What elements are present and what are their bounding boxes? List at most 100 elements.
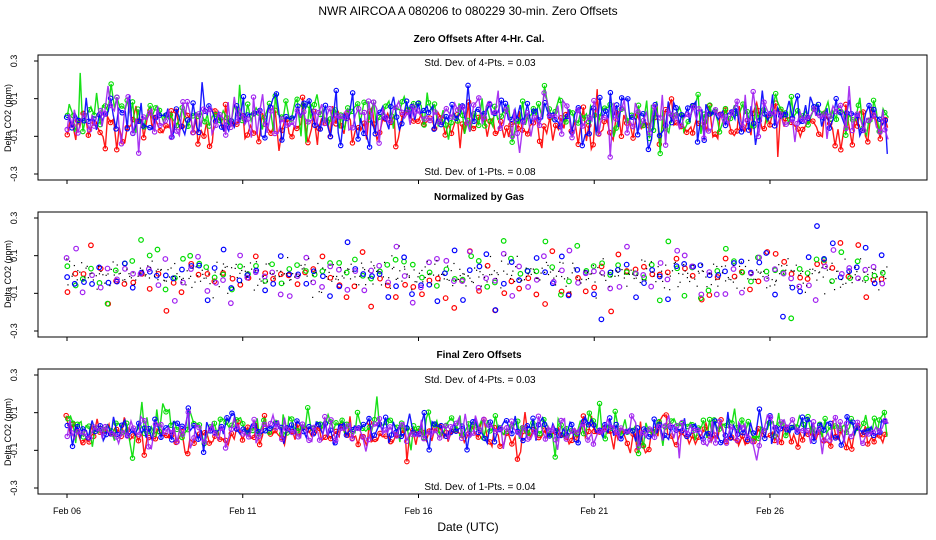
data-point bbox=[92, 424, 98, 430]
data-point bbox=[566, 247, 573, 254]
normalized-point bbox=[207, 269, 209, 271]
normalized-point bbox=[364, 268, 366, 271]
data-point bbox=[862, 266, 869, 273]
normalized-point bbox=[249, 262, 252, 264]
data-point bbox=[533, 276, 540, 283]
panel-1-x-ticks bbox=[66, 180, 771, 184]
normalized-point bbox=[594, 281, 596, 283]
data-point bbox=[301, 100, 307, 106]
data-point bbox=[217, 416, 224, 423]
data-point bbox=[656, 132, 663, 139]
data-point bbox=[153, 272, 160, 279]
normalized-point bbox=[789, 284, 791, 286]
normalized-point bbox=[811, 273, 813, 275]
normalized-point bbox=[170, 267, 172, 269]
normalized-point bbox=[100, 270, 102, 273]
y-tick-label: -0.1 bbox=[9, 129, 19, 145]
normalized-point bbox=[878, 289, 880, 291]
data-point bbox=[261, 273, 268, 280]
normalized-point bbox=[222, 263, 225, 265]
data-point bbox=[481, 416, 487, 423]
normalized-point bbox=[702, 270, 705, 273]
normalized-point bbox=[655, 281, 657, 283]
data-point bbox=[277, 291, 284, 298]
normalized-point bbox=[612, 270, 614, 272]
data-point bbox=[443, 257, 450, 264]
normalized-point bbox=[574, 269, 577, 271]
normalized-point bbox=[617, 275, 620, 277]
normalized-point bbox=[132, 272, 134, 274]
data-point bbox=[426, 259, 432, 266]
data-point bbox=[442, 295, 449, 302]
normalized-point bbox=[632, 273, 634, 275]
normalized-point bbox=[292, 273, 294, 275]
normalized-point bbox=[504, 254, 507, 256]
data-point bbox=[550, 278, 557, 285]
data-point bbox=[384, 282, 391, 289]
normalized-point bbox=[149, 267, 151, 269]
normalized-point bbox=[469, 277, 471, 279]
data-point bbox=[470, 430, 477, 436]
data-point bbox=[256, 108, 263, 115]
normalized-point bbox=[603, 275, 605, 277]
data-point bbox=[761, 125, 768, 132]
data-point bbox=[272, 130, 278, 137]
data-point bbox=[492, 428, 499, 435]
normalized-point bbox=[644, 260, 646, 262]
data-point bbox=[245, 434, 252, 440]
data-point bbox=[443, 113, 449, 120]
normalized-point bbox=[286, 273, 288, 275]
normalized-point bbox=[212, 280, 215, 282]
data-point bbox=[431, 101, 438, 107]
data-point bbox=[174, 439, 180, 445]
normalized-point bbox=[635, 277, 637, 279]
normalized-point bbox=[496, 272, 498, 274]
normalized-point bbox=[339, 266, 342, 269]
data-point bbox=[755, 278, 762, 285]
data-point bbox=[332, 437, 339, 444]
data-point bbox=[756, 259, 763, 266]
normalized-point bbox=[341, 275, 343, 277]
data-point bbox=[351, 256, 358, 263]
data-point bbox=[601, 426, 608, 433]
data-point bbox=[564, 103, 570, 109]
normalized-point bbox=[845, 282, 847, 284]
data-point bbox=[337, 113, 344, 119]
data-point bbox=[748, 270, 754, 277]
normalized-point bbox=[623, 273, 626, 275]
data-point bbox=[673, 423, 680, 429]
normalized-point bbox=[599, 272, 601, 274]
normalized-point bbox=[495, 277, 497, 280]
data-point bbox=[113, 434, 120, 440]
data-point bbox=[596, 400, 603, 407]
normalized-point bbox=[730, 279, 732, 281]
data-point bbox=[448, 119, 454, 126]
normalized-point bbox=[104, 282, 106, 284]
data-point bbox=[415, 118, 421, 125]
data-point bbox=[662, 122, 669, 129]
normalized-point bbox=[306, 275, 308, 277]
normalized-point bbox=[862, 280, 864, 282]
data-point bbox=[541, 421, 548, 428]
normalized-point bbox=[362, 267, 364, 269]
data-point bbox=[763, 275, 770, 282]
normalized-point bbox=[657, 266, 659, 268]
normalized-point bbox=[384, 283, 387, 285]
normalized-point bbox=[452, 285, 454, 287]
data-point bbox=[468, 253, 475, 260]
normalized-point bbox=[418, 272, 421, 274]
data-point bbox=[667, 111, 674, 117]
data-point bbox=[79, 276, 86, 282]
data-point bbox=[256, 138, 262, 145]
normalized-point bbox=[831, 262, 833, 264]
data-point bbox=[678, 112, 685, 118]
normalized-point bbox=[272, 273, 274, 275]
normalized-point bbox=[85, 267, 87, 269]
normalized-point bbox=[130, 277, 132, 279]
data-point bbox=[421, 409, 427, 416]
normalized-point bbox=[443, 273, 445, 275]
data-point bbox=[552, 436, 559, 443]
normalized-point bbox=[344, 271, 346, 273]
data-point bbox=[678, 122, 685, 129]
normalized-point bbox=[374, 267, 376, 269]
